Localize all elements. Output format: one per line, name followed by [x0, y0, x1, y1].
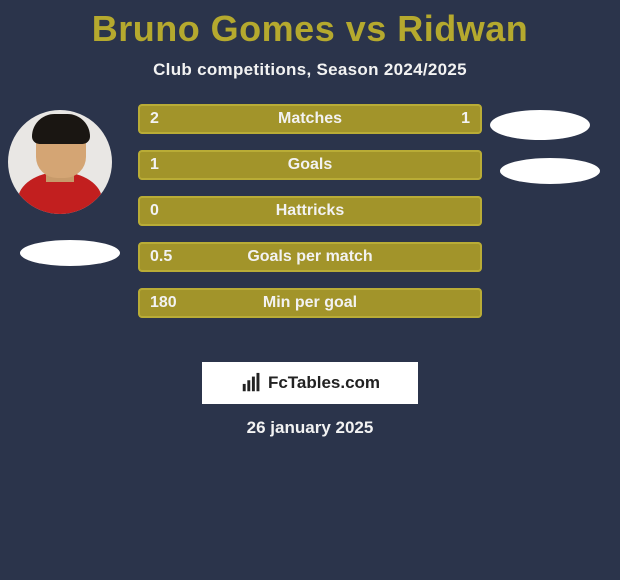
- bar-label: Matches: [138, 104, 482, 134]
- branding-box: FcTables.com: [202, 362, 418, 404]
- chart-icon: [240, 372, 262, 394]
- bar-label: Hattricks: [138, 196, 482, 226]
- stat-bar-row: 0Hattricks: [138, 196, 482, 226]
- stat-bar-row: 21Matches: [138, 104, 482, 134]
- stat-bar-row: 1Goals: [138, 150, 482, 180]
- stat-bars: 21Matches 1Goals 0Hattricks 0.5Goals per ma…: [138, 104, 482, 334]
- player-left-name-pill: [20, 240, 120, 266]
- player-left-avatar: [8, 110, 112, 214]
- player-right-avatar-pill: [490, 110, 590, 140]
- stat-bar-row: 0.5Goals per match: [138, 242, 482, 272]
- comparison-infographic: Bruno Gomes vs Ridwan Club competitions,…: [0, 0, 620, 580]
- branding-text: FcTables.com: [268, 373, 380, 393]
- player-right-name-pill: [500, 158, 600, 184]
- title: Bruno Gomes vs Ridwan: [0, 0, 620, 50]
- date-text: 26 january 2025: [0, 418, 620, 438]
- subtitle: Club competitions, Season 2024/2025: [0, 60, 620, 80]
- bar-label: Goals per match: [138, 242, 482, 272]
- stat-bar-row: 180Min per goal: [138, 288, 482, 318]
- bar-label: Min per goal: [138, 288, 482, 318]
- bar-label: Goals: [138, 150, 482, 180]
